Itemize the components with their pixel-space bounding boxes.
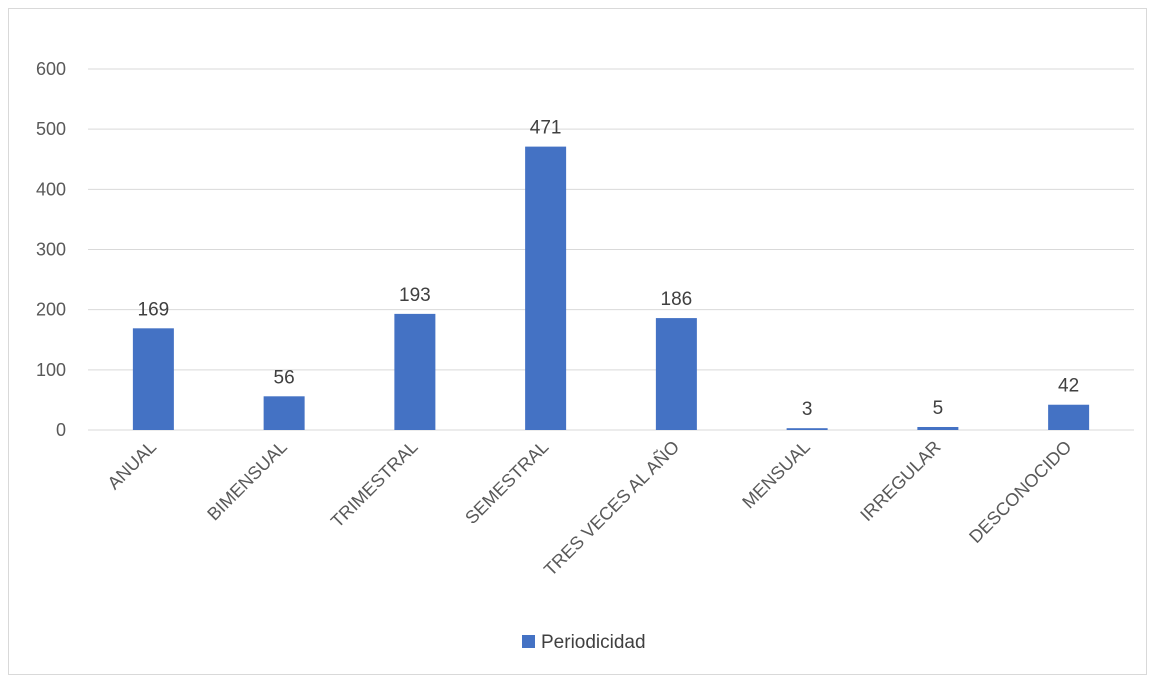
data-label: 193	[399, 285, 431, 306]
legend-label: Periodicidad	[541, 632, 646, 653]
bar	[263, 396, 305, 430]
bar	[1048, 404, 1090, 430]
y-tick-label: 300	[36, 240, 66, 260]
category-label: DESCONOCIDO	[965, 437, 1075, 547]
legend-swatch	[522, 635, 535, 648]
data-label: 3	[802, 399, 813, 420]
data-label: 42	[1058, 376, 1079, 397]
bars	[132, 146, 1090, 431]
y-axis-tick-labels: 0 100 200 300 400 500 600	[36, 59, 66, 440]
y-tick-label: 200	[36, 300, 66, 320]
gridlines	[88, 68, 1134, 431]
legend: Periodicidad	[522, 632, 646, 653]
data-label: 471	[530, 118, 562, 139]
data-labels: 169 56 193 471 186 3 5 42	[138, 118, 1080, 421]
data-label: 5	[933, 398, 944, 419]
data-label: 169	[138, 299, 170, 320]
data-label: 56	[274, 367, 295, 388]
category-label: ANUAL	[104, 437, 161, 494]
y-tick-label: 0	[56, 420, 66, 440]
y-tick-label: 400	[36, 179, 66, 199]
bar	[917, 426, 959, 430]
data-label: 186	[661, 289, 693, 310]
y-tick-label: 100	[36, 360, 66, 380]
category-label: SEMESTRAL	[461, 437, 552, 528]
category-label: MENSUAL	[738, 437, 814, 513]
bar	[394, 313, 436, 430]
bar	[132, 328, 174, 430]
category-label: TRES VECES AL AÑO	[539, 436, 683, 580]
y-tick-label: 600	[36, 59, 66, 79]
y-tick-label: 500	[36, 119, 66, 139]
bar	[525, 146, 567, 431]
bar	[786, 428, 828, 430]
category-label: BIMENSUAL	[203, 437, 291, 525]
chart-frame	[8, 8, 1147, 675]
category-label: TRIMESTRAL	[327, 437, 422, 532]
category-label: IRREGULAR	[856, 437, 944, 525]
bar	[655, 318, 697, 430]
